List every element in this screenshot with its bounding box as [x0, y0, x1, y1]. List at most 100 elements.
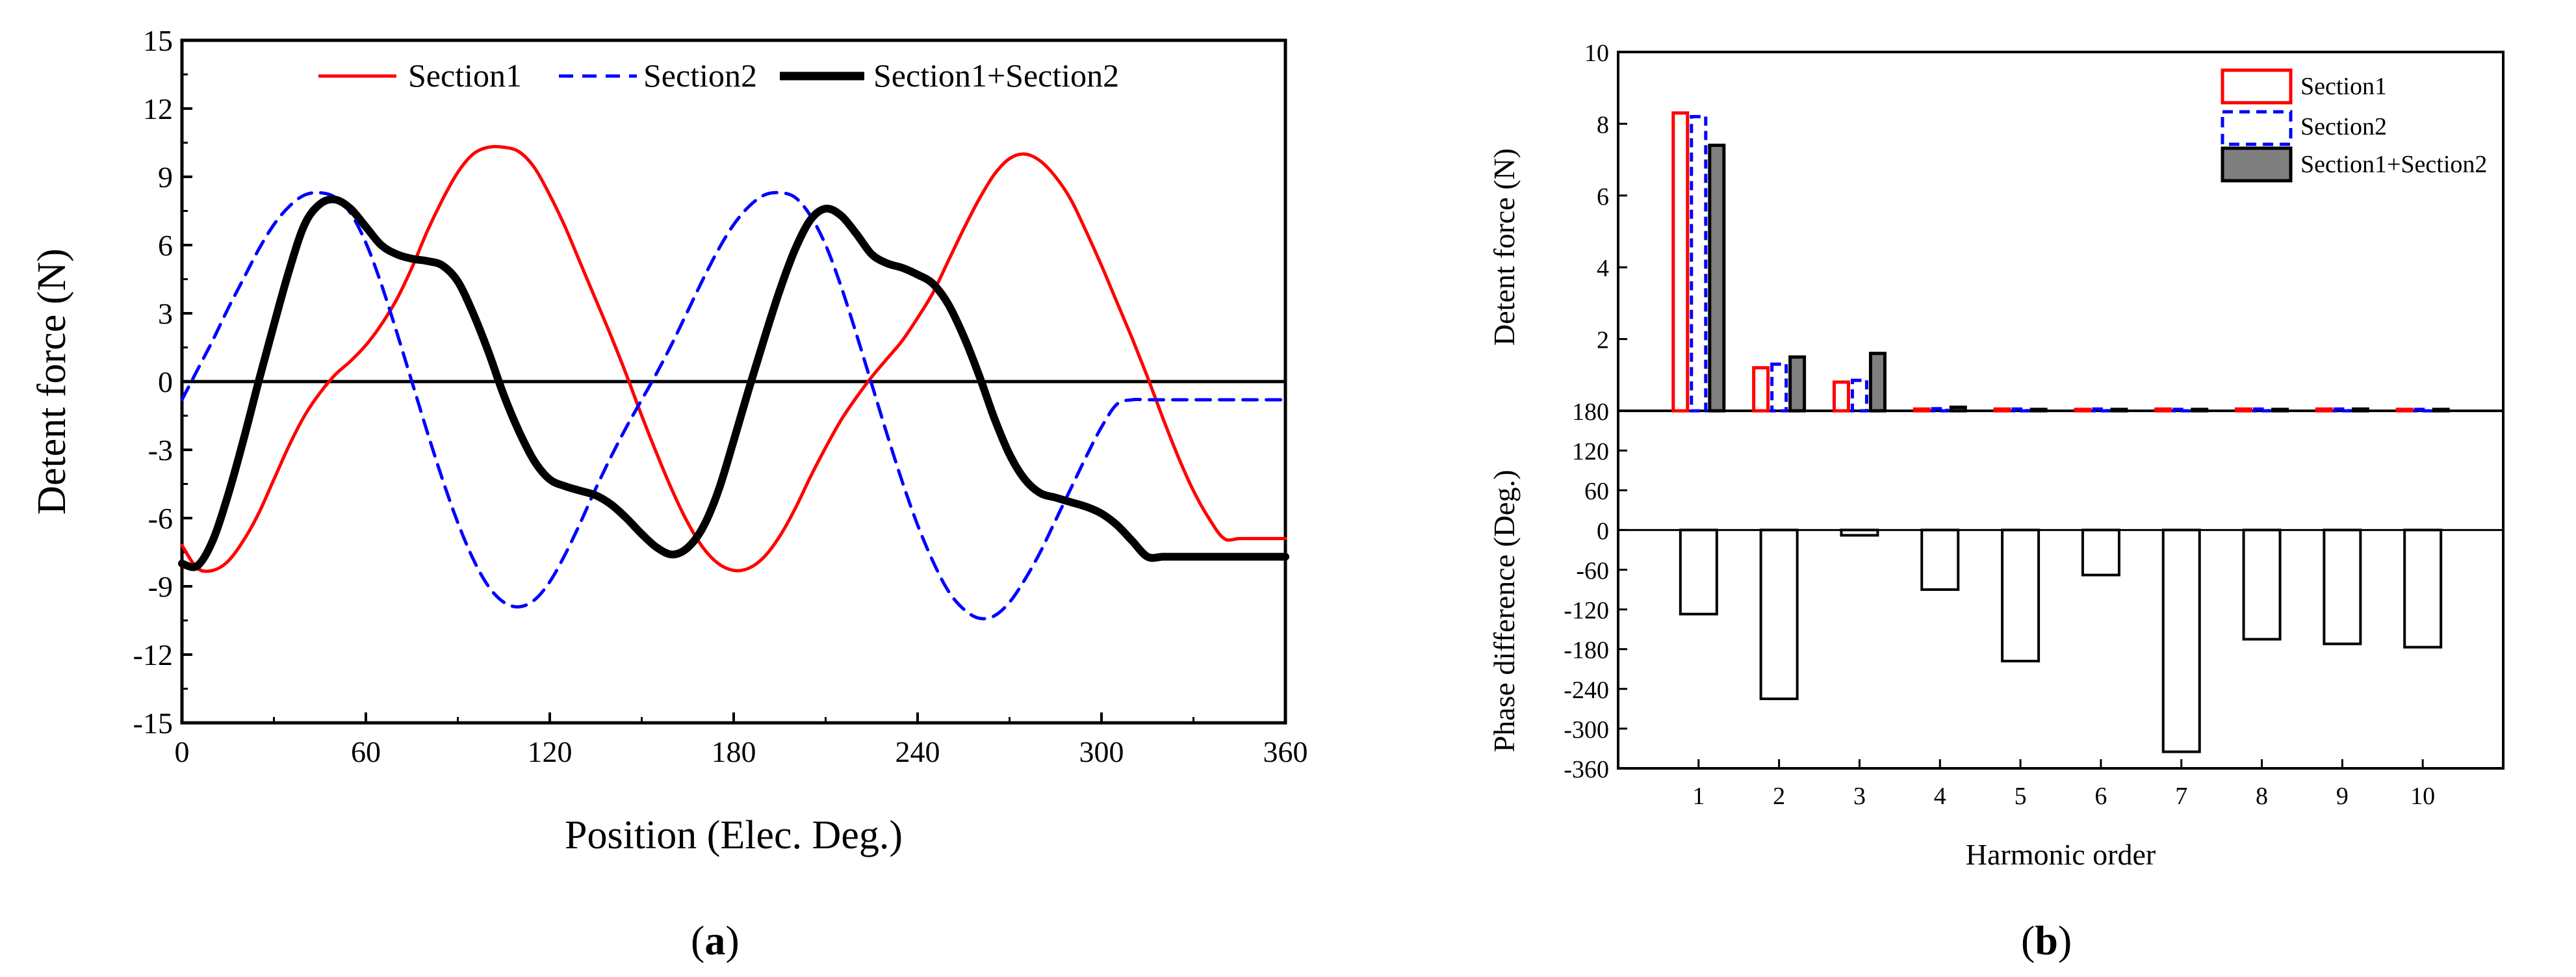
x-tick-label-b: 4 [1934, 783, 1946, 810]
y-tick-label-a: -3 [148, 434, 173, 467]
y-tick-label-a: -9 [148, 570, 173, 603]
legend-label-sum: Section1+Section2 [873, 57, 1119, 94]
bar-b-top-section2 [2092, 407, 2110, 413]
y-tick-label-b-top: 10 [1584, 40, 1609, 67]
legend-label-b-section2: Section2 [2300, 113, 2387, 140]
panel-b-bar-chart: 10 8 6 4 2 180 120 60 0 -60 -120 -180 -240 -300 -360 1 2… [1488, 40, 2505, 963]
y-tick-label-a: 6 [158, 229, 173, 262]
x-tick-label-a: 120 [528, 735, 573, 768]
x-tick-label-b: 6 [2094, 783, 2107, 810]
y-tick-label-a: 0 [158, 365, 173, 398]
bar-b-top-section1-section2 [2191, 408, 2209, 413]
bar-b-top-section1 [1993, 407, 2011, 413]
y-tick-label-a: -6 [148, 502, 173, 535]
legend-label-section1: Section1 [408, 57, 522, 94]
x-tick-label-a: 180 [712, 735, 756, 768]
y-tick-label-b-bottom: 0 [1597, 517, 1609, 545]
y-tick-label-b-top: 2 [1597, 327, 1609, 354]
bar-b-top-section2 [2253, 407, 2271, 413]
bar-b-phase [2403, 528, 2443, 649]
panel-label-a: (a) [691, 917, 740, 963]
x-tick-label-a: 240 [895, 735, 940, 768]
bar-b-top-section1-section2 [1788, 355, 1807, 413]
panel-label-b-letter: b [2035, 917, 2058, 963]
x-tick-label-a: 0 [175, 735, 190, 768]
bar-b-top-section2 [1850, 378, 1868, 413]
y-tick-label-a: -15 [133, 707, 173, 740]
y-tick-label-a: 9 [158, 161, 173, 194]
bar-b-top-section1 [1913, 407, 1931, 413]
x-tick-label-b: 9 [2336, 783, 2349, 810]
y-tick-label-b-bottom: -120 [1564, 597, 1609, 625]
bar-b-top-section2 [2414, 408, 2432, 413]
bar-b-top-section1-section2 [1949, 405, 1967, 413]
x-tick-label-b: 8 [2256, 783, 2268, 810]
bar-b-top-section2 [1690, 114, 1708, 413]
y-tick-label-b-bottom: 120 [1572, 438, 1609, 465]
bar-b-top-section1-section2 [1708, 144, 1726, 413]
x-tick-label-a: 60 [351, 735, 381, 768]
bar-b-top-section2 [2333, 407, 2351, 413]
legend-label-section2: Section2 [643, 57, 757, 94]
y-tick-label-b-top: 8 [1597, 111, 1609, 138]
bar-b-phase [2242, 528, 2282, 641]
bar-b-phase [1920, 528, 1960, 591]
bar-b-top-section2 [2011, 407, 2029, 413]
bar-b-phase [1679, 528, 1718, 616]
bar-b-top-section1-section2 [2351, 407, 2369, 413]
bar-b-top-section1 [1832, 380, 1850, 413]
x-tick-label-b: 7 [2175, 783, 2187, 810]
bar-b-top-section1 [2074, 408, 2092, 413]
series-line-section1 [180, 144, 1287, 573]
y-tick-label-b-bottom: -180 [1564, 637, 1609, 664]
legend-label-b-section1: Section1 [2300, 73, 2387, 100]
bar-b-phase [2323, 528, 2362, 645]
series-line-section2 [180, 190, 1287, 621]
bar-b-top-section1 [2154, 407, 2172, 413]
bar-b-top-section1 [2235, 407, 2253, 413]
y-tick-label-b-bottom: -240 [1564, 677, 1609, 704]
legend-swatch-b-sum [2221, 146, 2293, 183]
bar-b-top-section1 [2315, 407, 2333, 413]
series-line-section1-section2 [178, 195, 1289, 571]
y-tick-label-b-bottom: 180 [1572, 398, 1609, 426]
bar-b-top-section1 [2395, 408, 2414, 413]
bar-b-top-section1 [1752, 366, 1770, 413]
panel-label-b: (b) [2021, 917, 2072, 963]
bar-b-top-section1-section2 [2271, 408, 2289, 413]
bar-b-phase [2001, 528, 2041, 662]
bar-b-top-section2 [1770, 362, 1788, 413]
bar-b-phase [2081, 528, 2120, 577]
y-tick-label-a: -12 [133, 638, 173, 671]
y-tick-label-b-bottom: 60 [1584, 478, 1609, 505]
bar-b-top-section1-section2 [2029, 408, 2048, 413]
bar-b-phase [2161, 528, 2201, 753]
x-tick-label-b: 5 [2015, 783, 2027, 810]
x-tick-label-b: 10 [2410, 783, 2435, 810]
y-tick-label-b-top: 6 [1597, 183, 1609, 211]
bar-b-top-section1 [1671, 111, 1690, 413]
bar-b-top-section2 [2172, 408, 2191, 413]
y-axis-title-a: Detent force (N) [30, 248, 74, 515]
y-tick-label-b-bottom: -360 [1564, 756, 1609, 783]
y-axis-title-b-top: Detent force (N) [1488, 148, 1521, 346]
legend-swatch-b-section2 [2221, 110, 2293, 146]
bar-b-top-section1-section2 [1868, 352, 1887, 413]
x-axis-title-b: Harmonic order [1966, 838, 2156, 871]
legend-label-b-sum: Section1+Section2 [2300, 151, 2487, 178]
y-tick-label-a: 12 [143, 92, 173, 125]
bar-b-phase [1759, 528, 1799, 701]
x-tick-label-a: 300 [1079, 735, 1124, 768]
y-tick-label-a: 3 [158, 297, 173, 330]
legend-swatch-b-section1 [2221, 68, 2293, 105]
x-tick-label-a: 360 [1263, 735, 1308, 768]
panel-a-line-chart: 0 60 120 180 240 300 360 15 12 9 6 3 0 -3 -6 -9 -12 -15 S… [30, 24, 1308, 963]
x-tick-label-b: 2 [1773, 783, 1785, 810]
legend-b: Section1 Section2 Section1+Section2 [2221, 68, 2487, 183]
panel-label-a-letter: a [704, 917, 725, 963]
y-tick-label-b-top: 4 [1597, 255, 1609, 282]
bar-b-top-section1-section2 [2110, 408, 2128, 413]
legend-a: Section1 Section2 Section1+Section2 [318, 57, 1119, 94]
y-tick-label-b-bottom: -60 [1576, 557, 1609, 584]
